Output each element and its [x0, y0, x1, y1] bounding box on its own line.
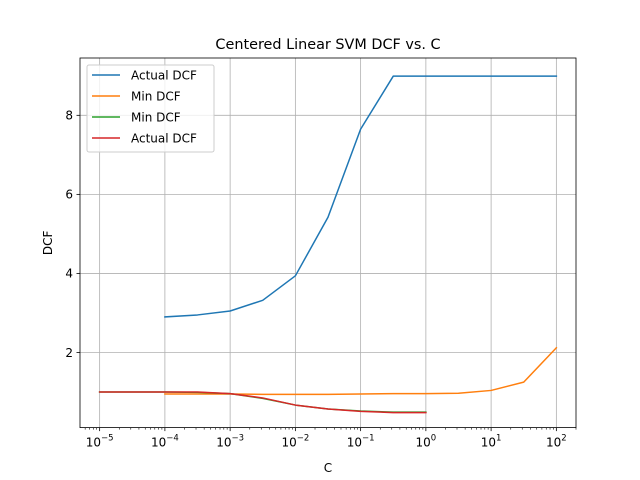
- legend-label-4: Actual DCF: [131, 131, 197, 145]
- x-axis-label: C: [324, 461, 332, 475]
- grid-lines: [80, 58, 576, 428]
- x-tick-label: 10−2: [281, 434, 309, 450]
- y-axis-label: DCF: [41, 230, 55, 255]
- x-tick-label: 10−5: [86, 434, 114, 450]
- x-tick-label: 10−1: [347, 434, 375, 450]
- x-tick-label: 101: [481, 434, 502, 450]
- y-tick-label: 6: [65, 188, 73, 202]
- legend: Actual DCF Min DCF Min DCF Actual DCF: [86, 64, 215, 153]
- x-tick-label: 10−4: [151, 434, 179, 450]
- x-tick-label: 100: [416, 434, 437, 450]
- x-tick-label: 10−3: [216, 434, 244, 450]
- y-tick-label: 2: [65, 346, 73, 360]
- y-axis-ticks: 2 4 6 8: [65, 109, 80, 360]
- legend-label-1: Actual DCF: [131, 68, 197, 82]
- x-axis-ticks: 10−5 10−4 10−3 10−2 10−1 100 101 102: [84, 427, 577, 450]
- series-line-1: [164, 75, 558, 318]
- series-layer: [98, 75, 558, 414]
- y-tick-label: 8: [65, 109, 73, 123]
- plot-area-frame: [79, 57, 577, 429]
- legend-box: [86, 64, 215, 153]
- series-line-4: [98, 391, 427, 414]
- chart-title: Centered Linear SVM DCF vs. C: [215, 37, 440, 53]
- y-tick-label: 4: [65, 267, 73, 281]
- legend-label-3: Min DCF: [131, 110, 181, 124]
- x-tick-label: 102: [546, 434, 567, 450]
- legend-label-2: Min DCF: [131, 89, 181, 103]
